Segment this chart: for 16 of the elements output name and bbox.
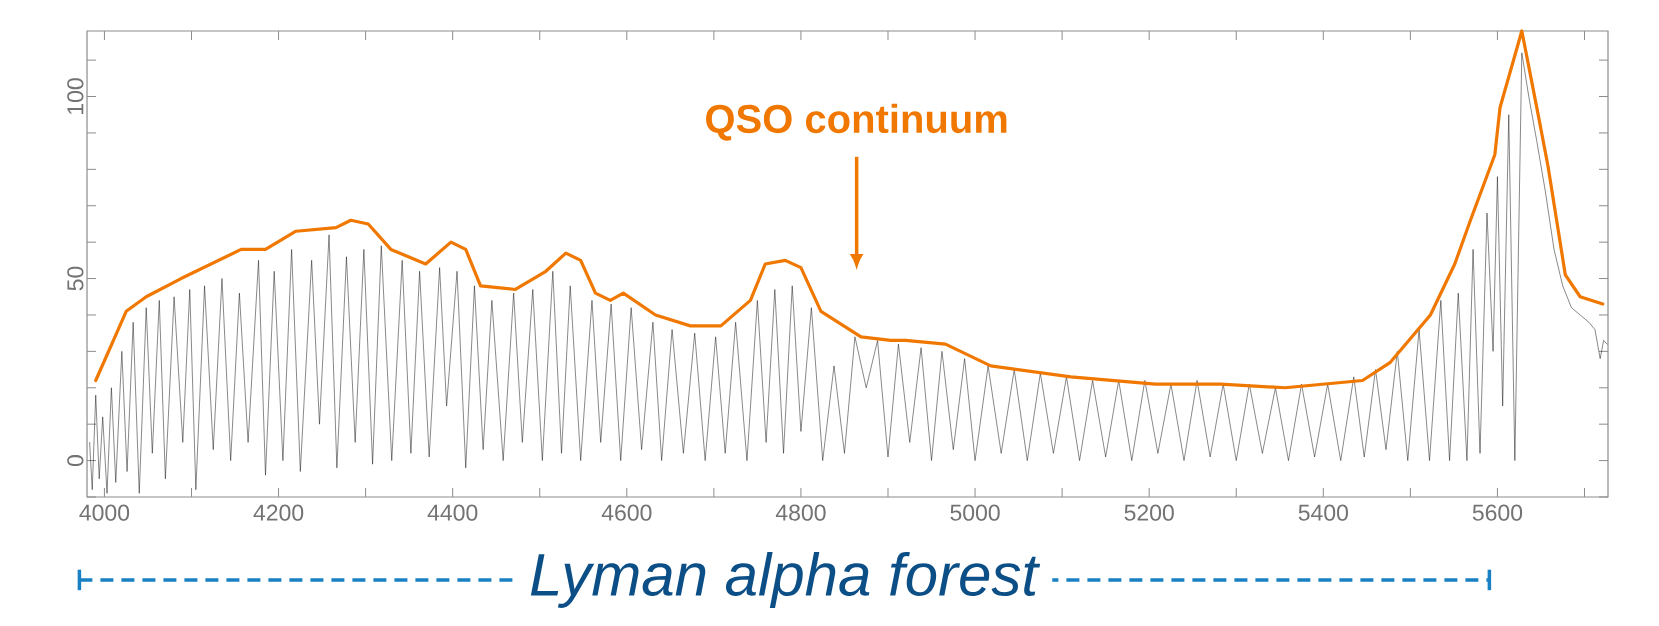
x-tick-label: 4800 [775, 504, 826, 521]
x-tick-label: 5600 [1472, 504, 1523, 521]
annotation: QSO continuum [706, 103, 1007, 141]
x-tick-label: 5000 [950, 504, 1000, 521]
y-tick-label: 100 [67, 78, 84, 114]
x-tick-label: 4400 [427, 504, 478, 521]
line-series [94, 29, 1605, 390]
line-series [89, 52, 1608, 494]
y-tick-label: 0 [67, 455, 84, 467]
x-tick-label: 4600 [601, 504, 652, 521]
x-tick-label: 5400 [1298, 504, 1348, 521]
text: Lyman alpha forest [530, 551, 1041, 608]
x-tick-label: 4000 [79, 504, 130, 521]
x-tick-label: 5200 [1124, 504, 1174, 521]
y-tick-label: 50 [67, 266, 84, 291]
x-tick-label: 4200 [253, 504, 304, 521]
